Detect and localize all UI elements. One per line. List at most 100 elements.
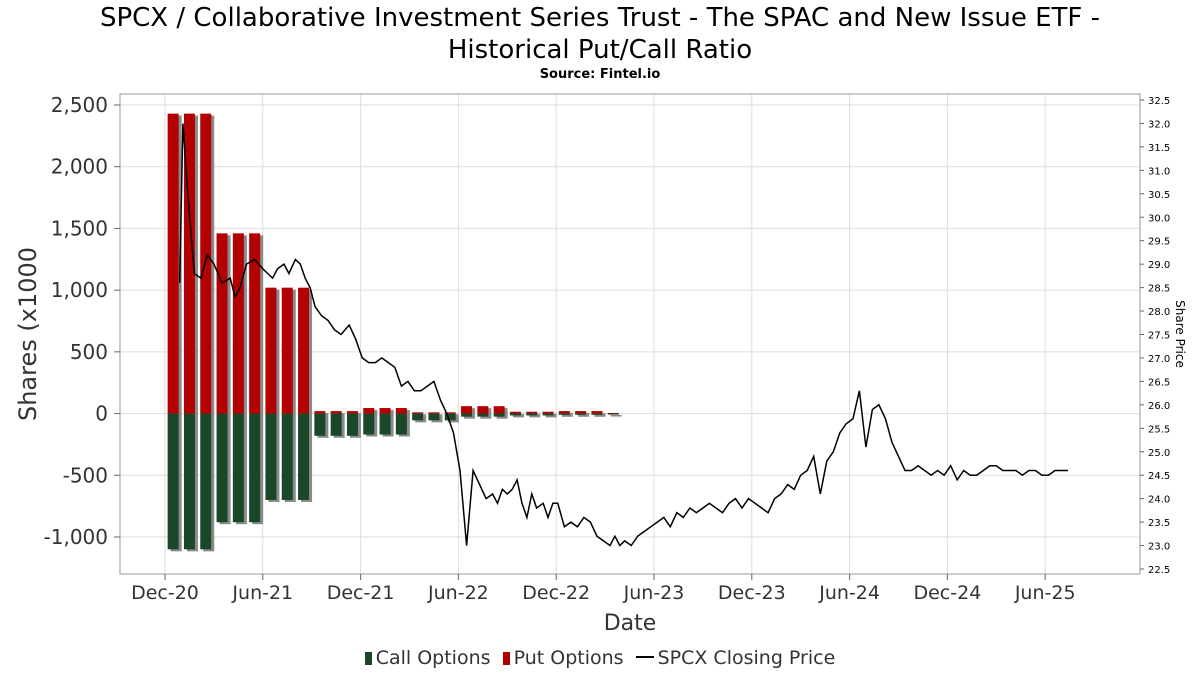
y2-tick-label: 24.0 <box>1148 495 1170 506</box>
y2-tick-label: 27.5 <box>1148 331 1170 342</box>
x-tick-label: Dec-20 <box>131 582 199 604</box>
x-axis-label: Date <box>604 611 657 636</box>
legend-call: Call Options <box>364 647 491 669</box>
y2-tick-label: 31.0 <box>1148 166 1170 177</box>
put-bar <box>314 411 326 414</box>
price-line-icon <box>635 656 654 658</box>
y-axis-label: Shares (x1000 <box>14 247 42 421</box>
put-bar <box>493 406 505 414</box>
x-tick-label: Dec-24 <box>913 582 981 604</box>
call-bar <box>346 413 358 436</box>
legend-price: SPCX Closing Price <box>635 647 836 669</box>
call-bar <box>542 413 554 416</box>
put-bar <box>232 233 244 414</box>
call-bar <box>477 413 489 417</box>
put-bar <box>216 233 228 414</box>
call-bar <box>363 413 375 435</box>
y-tick-label: 0 <box>95 402 108 426</box>
call-bar <box>509 413 521 416</box>
y-tick-label: 1,000 <box>51 278 108 302</box>
chart-title-line1: SPCX / Collaborative Investment Series T… <box>99 3 1101 33</box>
put-swatch-icon <box>502 652 510 665</box>
y2-tick-label: 28.5 <box>1148 284 1170 295</box>
legend-price-label: SPCX Closing Price <box>657 647 836 669</box>
price-line <box>178 123 1068 547</box>
bar-shadow <box>561 413 573 417</box>
put-bar <box>412 412 424 414</box>
call-bar <box>412 413 424 421</box>
put-bar <box>575 411 587 414</box>
put-bar <box>509 411 521 414</box>
call-bar <box>558 413 570 415</box>
y2-tick-label: 27.0 <box>1148 354 1170 365</box>
chart-subtitle: Source: Fintel.io <box>539 67 661 82</box>
y2-axis-label: Share Price <box>1173 300 1187 368</box>
y2-tick-label: 30.5 <box>1148 190 1170 201</box>
call-bar <box>493 413 505 417</box>
call-bar <box>444 413 456 421</box>
put-bar <box>281 287 293 414</box>
put-bar <box>542 411 554 414</box>
x-tick-label: Jun-21 <box>231 582 293 604</box>
chart-title-line2: Historical Put/Call Ratio <box>447 35 753 65</box>
y2-tick-label: 24.5 <box>1148 471 1170 482</box>
y2-tick-label: 23.5 <box>1148 518 1170 529</box>
x-tick-label: Dec-21 <box>327 582 395 604</box>
call-bar <box>183 413 195 550</box>
x-tick-label: Jun-24 <box>818 582 880 604</box>
call-bar <box>607 413 619 415</box>
y2-tick-label: 29.5 <box>1148 237 1170 248</box>
put-bar <box>461 406 473 414</box>
y-tick-label: -500 <box>63 463 108 487</box>
call-bar <box>330 413 342 436</box>
x-tick-label: Jun-22 <box>427 582 489 604</box>
call-bar <box>200 413 212 550</box>
call-bar <box>216 413 228 523</box>
call-bar <box>249 413 261 523</box>
put-bar <box>444 412 456 414</box>
put-bar <box>379 408 391 414</box>
y-tick-label: 2,500 <box>51 93 108 117</box>
y2-tick-label: 31.5 <box>1148 143 1170 154</box>
y-tick-label: 2,000 <box>51 155 108 179</box>
legend: Call Options Put Options SPCX Closing Pr… <box>0 647 1200 669</box>
bar-shadow <box>594 413 606 417</box>
legend-call-label: Call Options <box>375 647 491 669</box>
y2-tick-label: 22.5 <box>1148 565 1170 576</box>
y2-tick-label: 26.5 <box>1148 377 1170 388</box>
call-bar <box>575 413 587 415</box>
put-bar <box>200 113 212 414</box>
call-bar <box>379 413 391 435</box>
call-bar <box>298 413 310 500</box>
x-tick-label: Jun-25 <box>1014 582 1076 604</box>
x-tick-label: Dec-23 <box>718 582 786 604</box>
call-bar <box>428 413 440 421</box>
put-bar <box>591 411 603 414</box>
call-bar <box>591 413 603 415</box>
put-bar <box>477 406 489 414</box>
bar-series <box>167 113 622 552</box>
put-bar <box>363 408 375 414</box>
bar-shadow <box>545 413 557 418</box>
call-bar <box>281 413 293 500</box>
call-bar <box>526 413 538 416</box>
y2-tick-label: 26.0 <box>1148 401 1170 412</box>
x-tick-label: Dec-22 <box>522 582 590 604</box>
y-axis: 2,500 2,000 1,500 1,000 500 0 -500 -1,000 <box>44 93 120 549</box>
y2-tick-label: 32.5 <box>1148 96 1170 107</box>
y2-tick-label: 28.0 <box>1148 307 1170 318</box>
y2-tick-label: 25.5 <box>1148 424 1170 435</box>
y2-tick-label: 29.0 <box>1148 260 1170 271</box>
call-bar <box>232 413 244 523</box>
put-bar <box>395 408 407 414</box>
y2-axis: 32.5 32.0 31.5 31.0 30.5 30.0 29.5 29.0 28.5 28.0… <box>1140 96 1170 576</box>
bar-shadow <box>529 413 541 418</box>
put-bar <box>183 113 195 414</box>
y2-tick-label: 30.0 <box>1148 213 1170 224</box>
put-bar <box>346 411 358 414</box>
x-axis: Dec-20 Jun-21 Dec-21 Jun-22 Dec-22 Jun-23 Dec-… <box>131 574 1076 604</box>
put-bar <box>607 412 619 414</box>
call-bar <box>265 413 277 500</box>
y-tick-label: -1,000 <box>44 525 108 549</box>
